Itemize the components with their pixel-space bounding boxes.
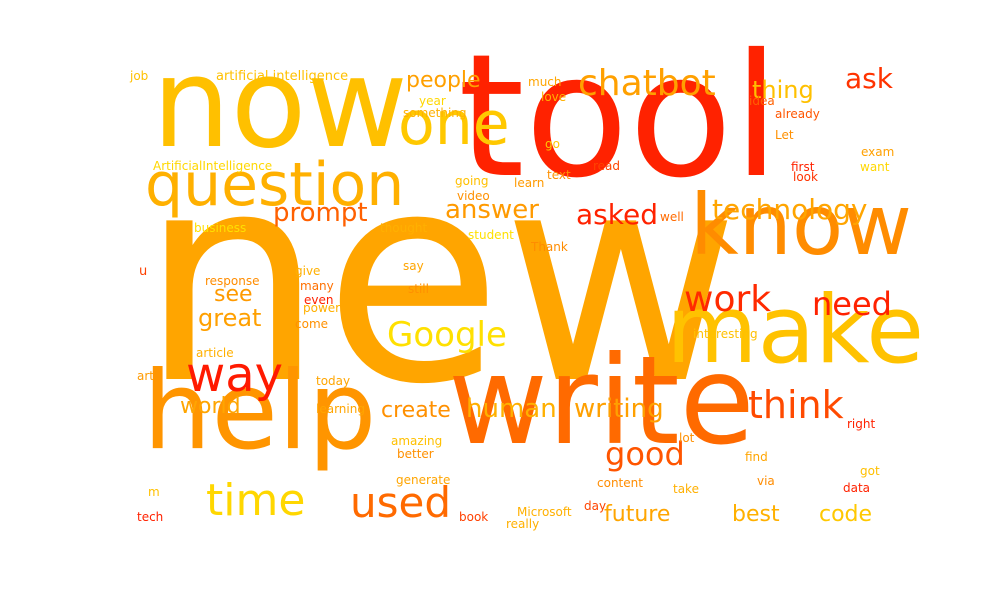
word-amazing: amazing <box>391 434 443 448</box>
word-idea: idea <box>749 94 775 108</box>
word-data: data <box>843 481 871 495</box>
word-going: going <box>455 174 489 188</box>
word-learning: learning <box>316 402 365 416</box>
word-used: used <box>350 478 452 527</box>
word-answer: answer <box>445 195 539 225</box>
word-code: code <box>819 502 873 527</box>
word-artificialintelligence: ArtificialIntelligence <box>153 159 273 173</box>
word-response: response <box>205 274 260 288</box>
word-best: best <box>732 502 780 527</box>
word-u: u <box>139 264 148 279</box>
word-new: new <box>140 111 740 448</box>
word-still: still <box>408 282 429 296</box>
word-exam: exam <box>861 145 895 159</box>
word-people: people <box>406 68 481 93</box>
word-video: video <box>457 189 490 203</box>
word-say: say <box>403 259 424 273</box>
word-write: write <box>448 330 755 472</box>
word-m: m <box>148 485 160 499</box>
word-go: go <box>545 137 560 151</box>
word-text: text <box>547 168 571 182</box>
word-ask: ask <box>845 62 893 95</box>
word-right: right <box>847 417 876 431</box>
word-one: one <box>398 89 510 159</box>
word-prompt: prompt <box>273 198 368 228</box>
word-really: really <box>506 517 540 531</box>
word-google: Google <box>387 315 507 355</box>
word-lot: lot <box>679 431 695 445</box>
word-need: need <box>812 285 892 323</box>
word-thank: Thank <box>531 240 568 254</box>
word-today: today <box>316 374 351 388</box>
word-way: way <box>186 347 284 403</box>
word-article: article <box>196 346 234 360</box>
word-chatbot: chatbot <box>578 63 716 104</box>
word-work: work <box>684 279 772 320</box>
word-time: time <box>206 475 306 526</box>
word-many: many <box>300 279 334 293</box>
word-book: book <box>459 510 489 524</box>
word-come: come <box>295 317 329 331</box>
word-help: help <box>143 349 377 474</box>
word-interesting: interesting <box>693 327 758 341</box>
word-future: future <box>604 502 671 527</box>
word-love: love <box>541 90 567 104</box>
word-see: see <box>214 282 253 307</box>
word-thing: thing <box>752 76 814 104</box>
word-tool: tool <box>458 18 780 216</box>
word-good: good <box>605 435 685 473</box>
word-student: student <box>468 228 514 242</box>
word-art: art <box>137 369 154 383</box>
word-think: think <box>748 383 844 427</box>
word-asked: asked <box>576 198 658 231</box>
word-year: year <box>419 94 446 108</box>
word-writing: writing <box>574 394 664 424</box>
word-much: much <box>528 75 562 89</box>
word-give: give <box>295 264 321 278</box>
word-look: look <box>793 170 818 184</box>
word-day: day <box>584 499 607 513</box>
word-well: well <box>660 210 684 224</box>
word-technology: technology <box>712 193 868 226</box>
word-know: know <box>690 176 912 274</box>
word-world: world <box>180 394 241 419</box>
word-now: now <box>152 32 408 176</box>
word-job: job <box>130 69 149 83</box>
word-thought: thought <box>380 221 428 235</box>
word-microsoft: Microsoft <box>517 505 572 519</box>
word-tech: tech <box>137 510 164 524</box>
word-take: take <box>673 482 699 496</box>
word-make: make <box>666 276 925 385</box>
word-business: business <box>194 221 247 235</box>
word-already: already <box>775 107 820 121</box>
word-got: got <box>860 464 880 478</box>
word-want: want <box>860 160 890 174</box>
word-even: even <box>304 293 334 307</box>
word-generate: generate <box>396 473 451 487</box>
word-question: question <box>145 150 405 220</box>
word-content: content <box>597 476 643 490</box>
word-something: something <box>403 106 467 120</box>
word-power: power <box>303 301 341 315</box>
word-create: create <box>381 398 451 423</box>
word-great: great <box>198 304 262 332</box>
word-let: Let <box>775 128 794 142</box>
word-artificial-intelligence: artificial intelligence <box>216 69 349 84</box>
word-better: better <box>397 447 434 461</box>
word-human: human <box>466 394 557 424</box>
word-find: find <box>745 450 768 464</box>
word-first: first <box>791 160 815 174</box>
word-via: via <box>757 474 775 488</box>
word-read: read <box>593 159 621 173</box>
word-learn: learn <box>514 176 545 190</box>
